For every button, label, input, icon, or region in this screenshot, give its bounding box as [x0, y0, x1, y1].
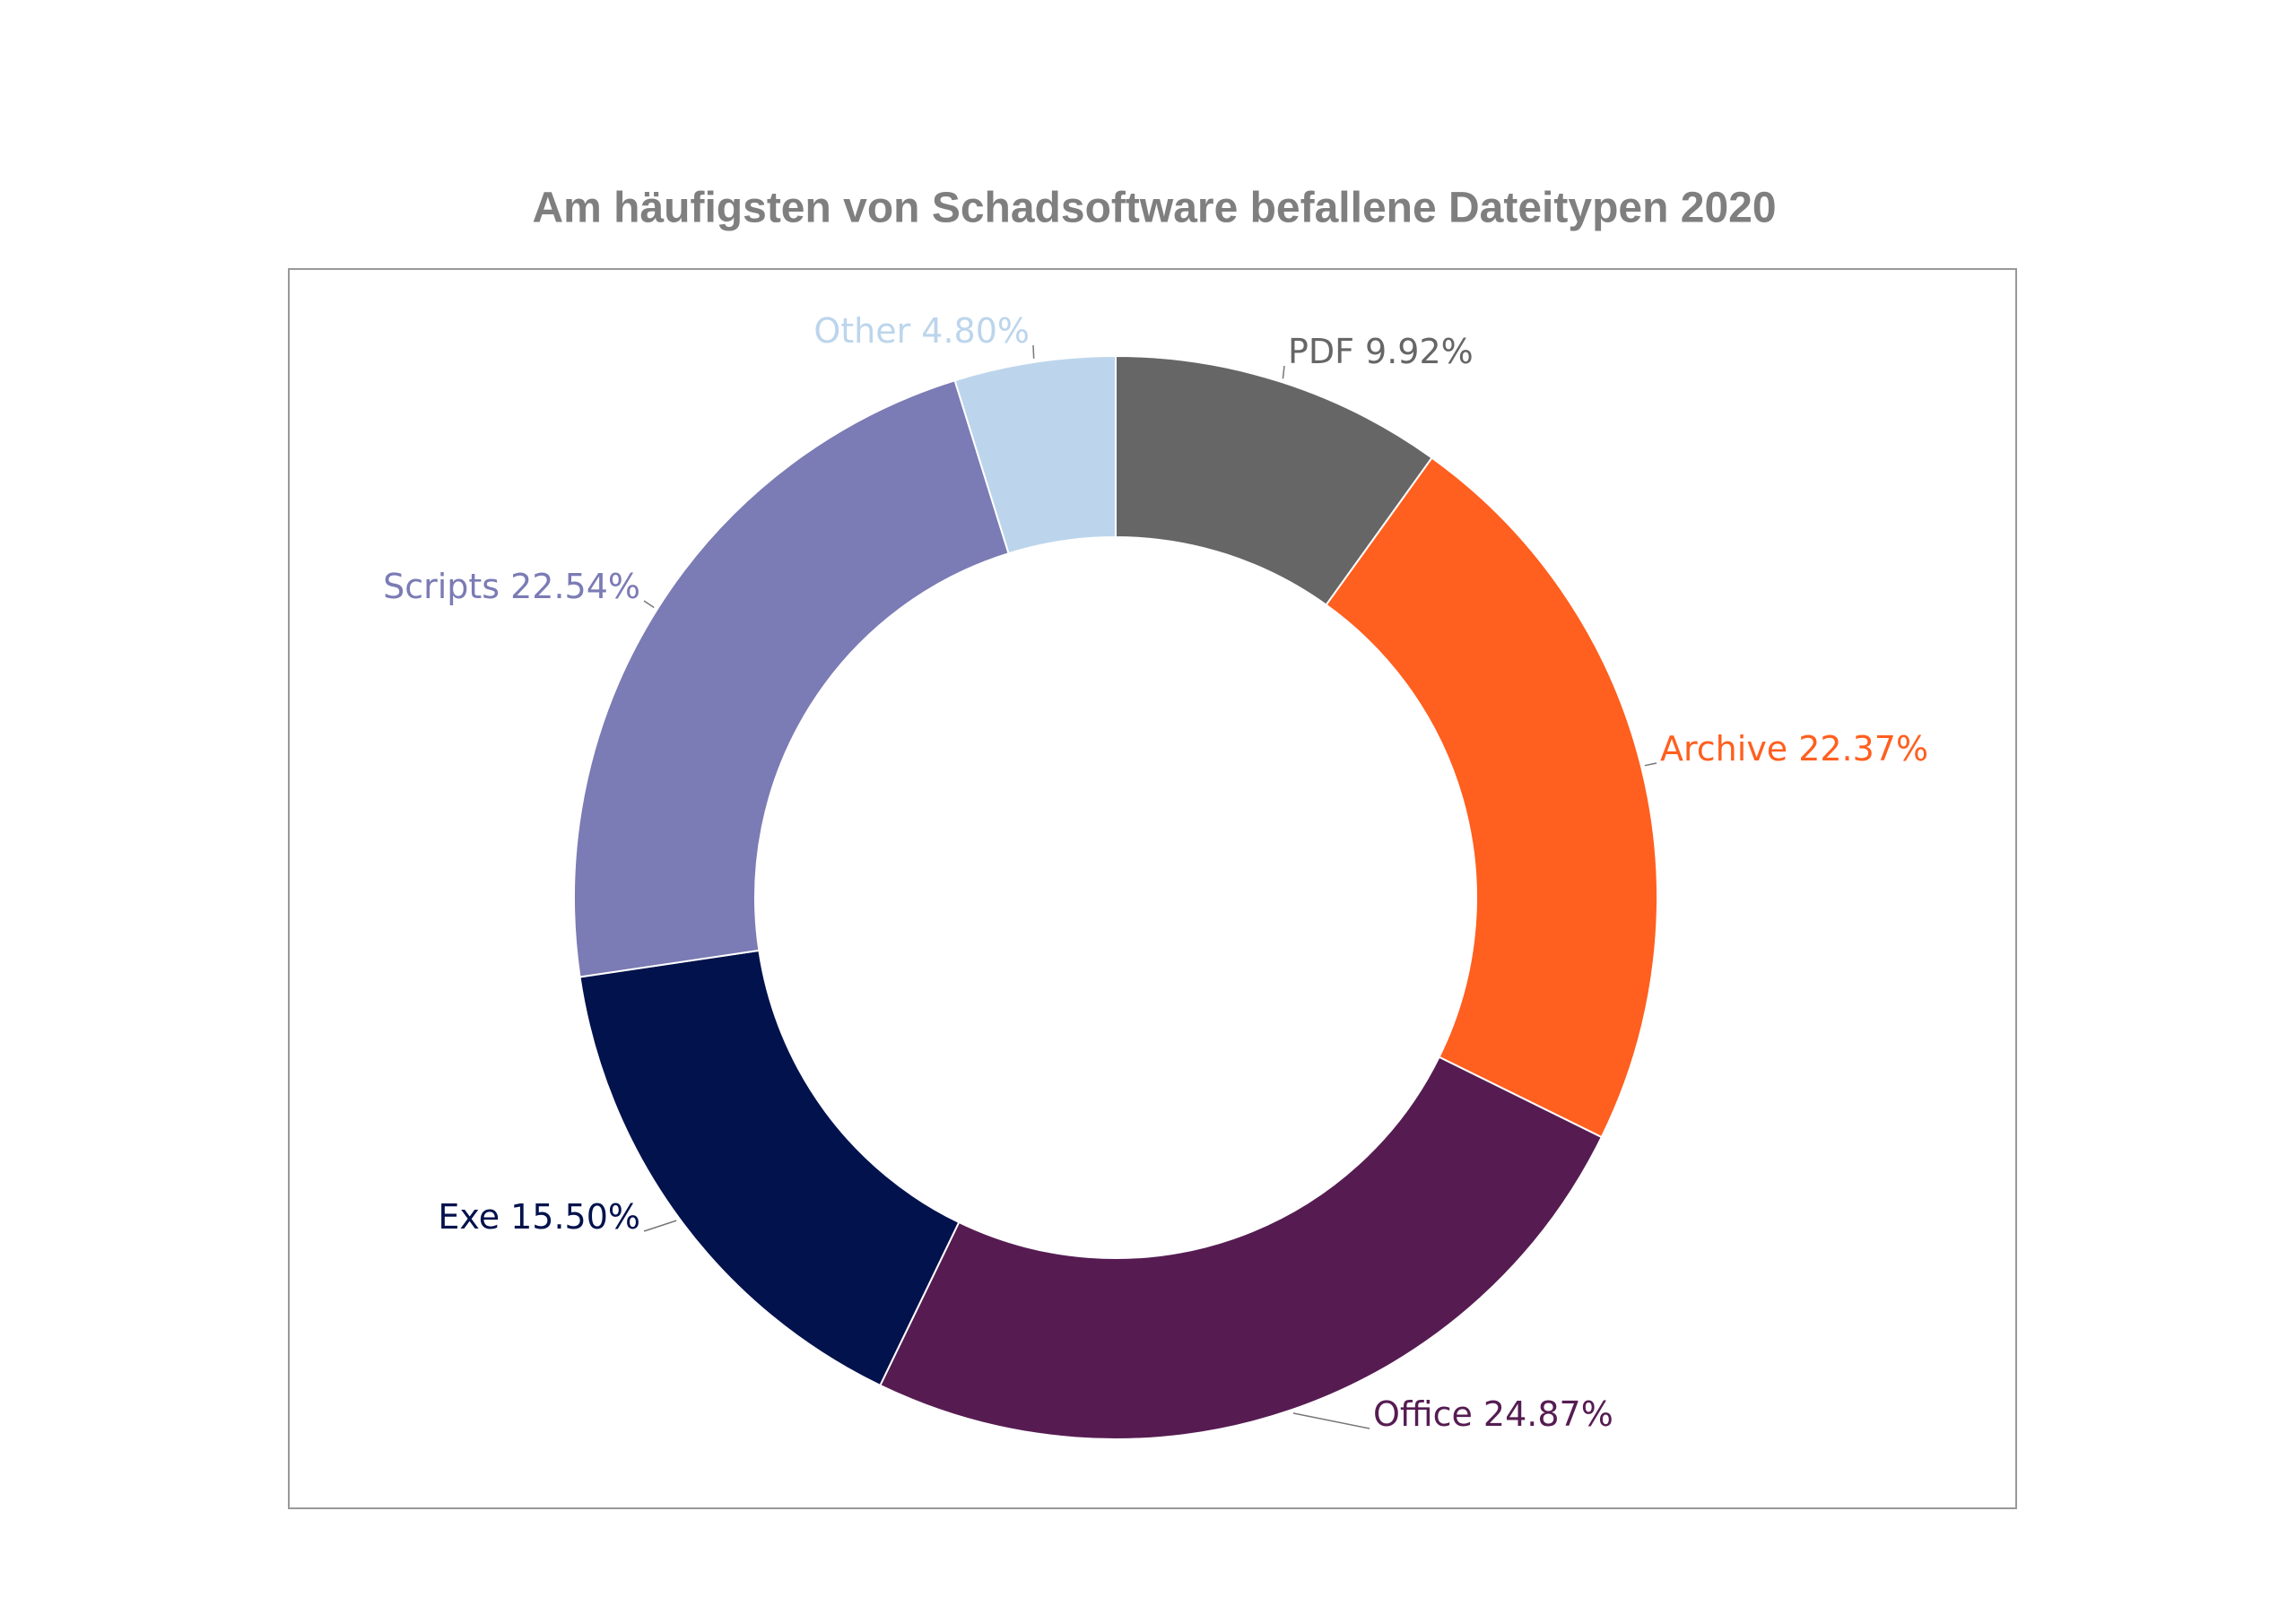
chart-title: Am häufigsten von Schadsoftware befallen… [532, 185, 1776, 232]
label-category: PDF [1288, 332, 1354, 371]
data-label: Exe 15.50% [438, 1197, 640, 1237]
label-value: 9.92% [1365, 332, 1474, 371]
leader-line [643, 600, 655, 609]
donut-segment [578, 949, 961, 1387]
label-category: Exe [438, 1197, 500, 1237]
data-label: Office 24.87% [1373, 1394, 1613, 1434]
label-value: 4.80% [921, 311, 1030, 351]
leader-line [643, 1220, 677, 1232]
leader-line [1644, 762, 1657, 767]
leader-line [1032, 344, 1035, 359]
label-category: Other [813, 311, 910, 351]
label-category: Archive [1660, 729, 1787, 769]
label-category: Scripts [383, 567, 500, 606]
label-value: 15.50% [510, 1197, 640, 1237]
donut-segment [879, 1055, 1604, 1440]
leader-line [1282, 365, 1285, 379]
label-value: 24.87% [1483, 1394, 1613, 1434]
data-label: Archive 22.37% [1660, 729, 1928, 769]
label-value: 22.37% [1798, 729, 1928, 769]
leader-line [1292, 1412, 1370, 1429]
donut-segment [953, 354, 1117, 555]
label-category: Office [1373, 1394, 1473, 1434]
data-label: Scripts 22.54% [383, 567, 640, 606]
donut-segment [573, 379, 1010, 978]
data-label: Other 4.80% [813, 311, 1030, 351]
donut-segment [1325, 456, 1658, 1139]
plot-frame [288, 268, 2017, 1509]
data-label: PDF 9.92% [1288, 332, 1474, 371]
label-value: 22.54% [510, 567, 640, 606]
